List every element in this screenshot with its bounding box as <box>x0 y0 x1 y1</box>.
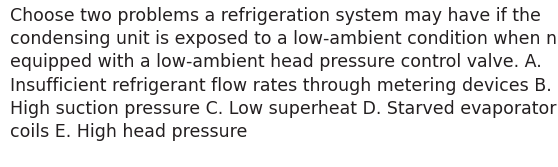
Text: Choose two problems a refrigeration system may have if the
condensing unit is ex: Choose two problems a refrigeration syst… <box>10 7 558 141</box>
